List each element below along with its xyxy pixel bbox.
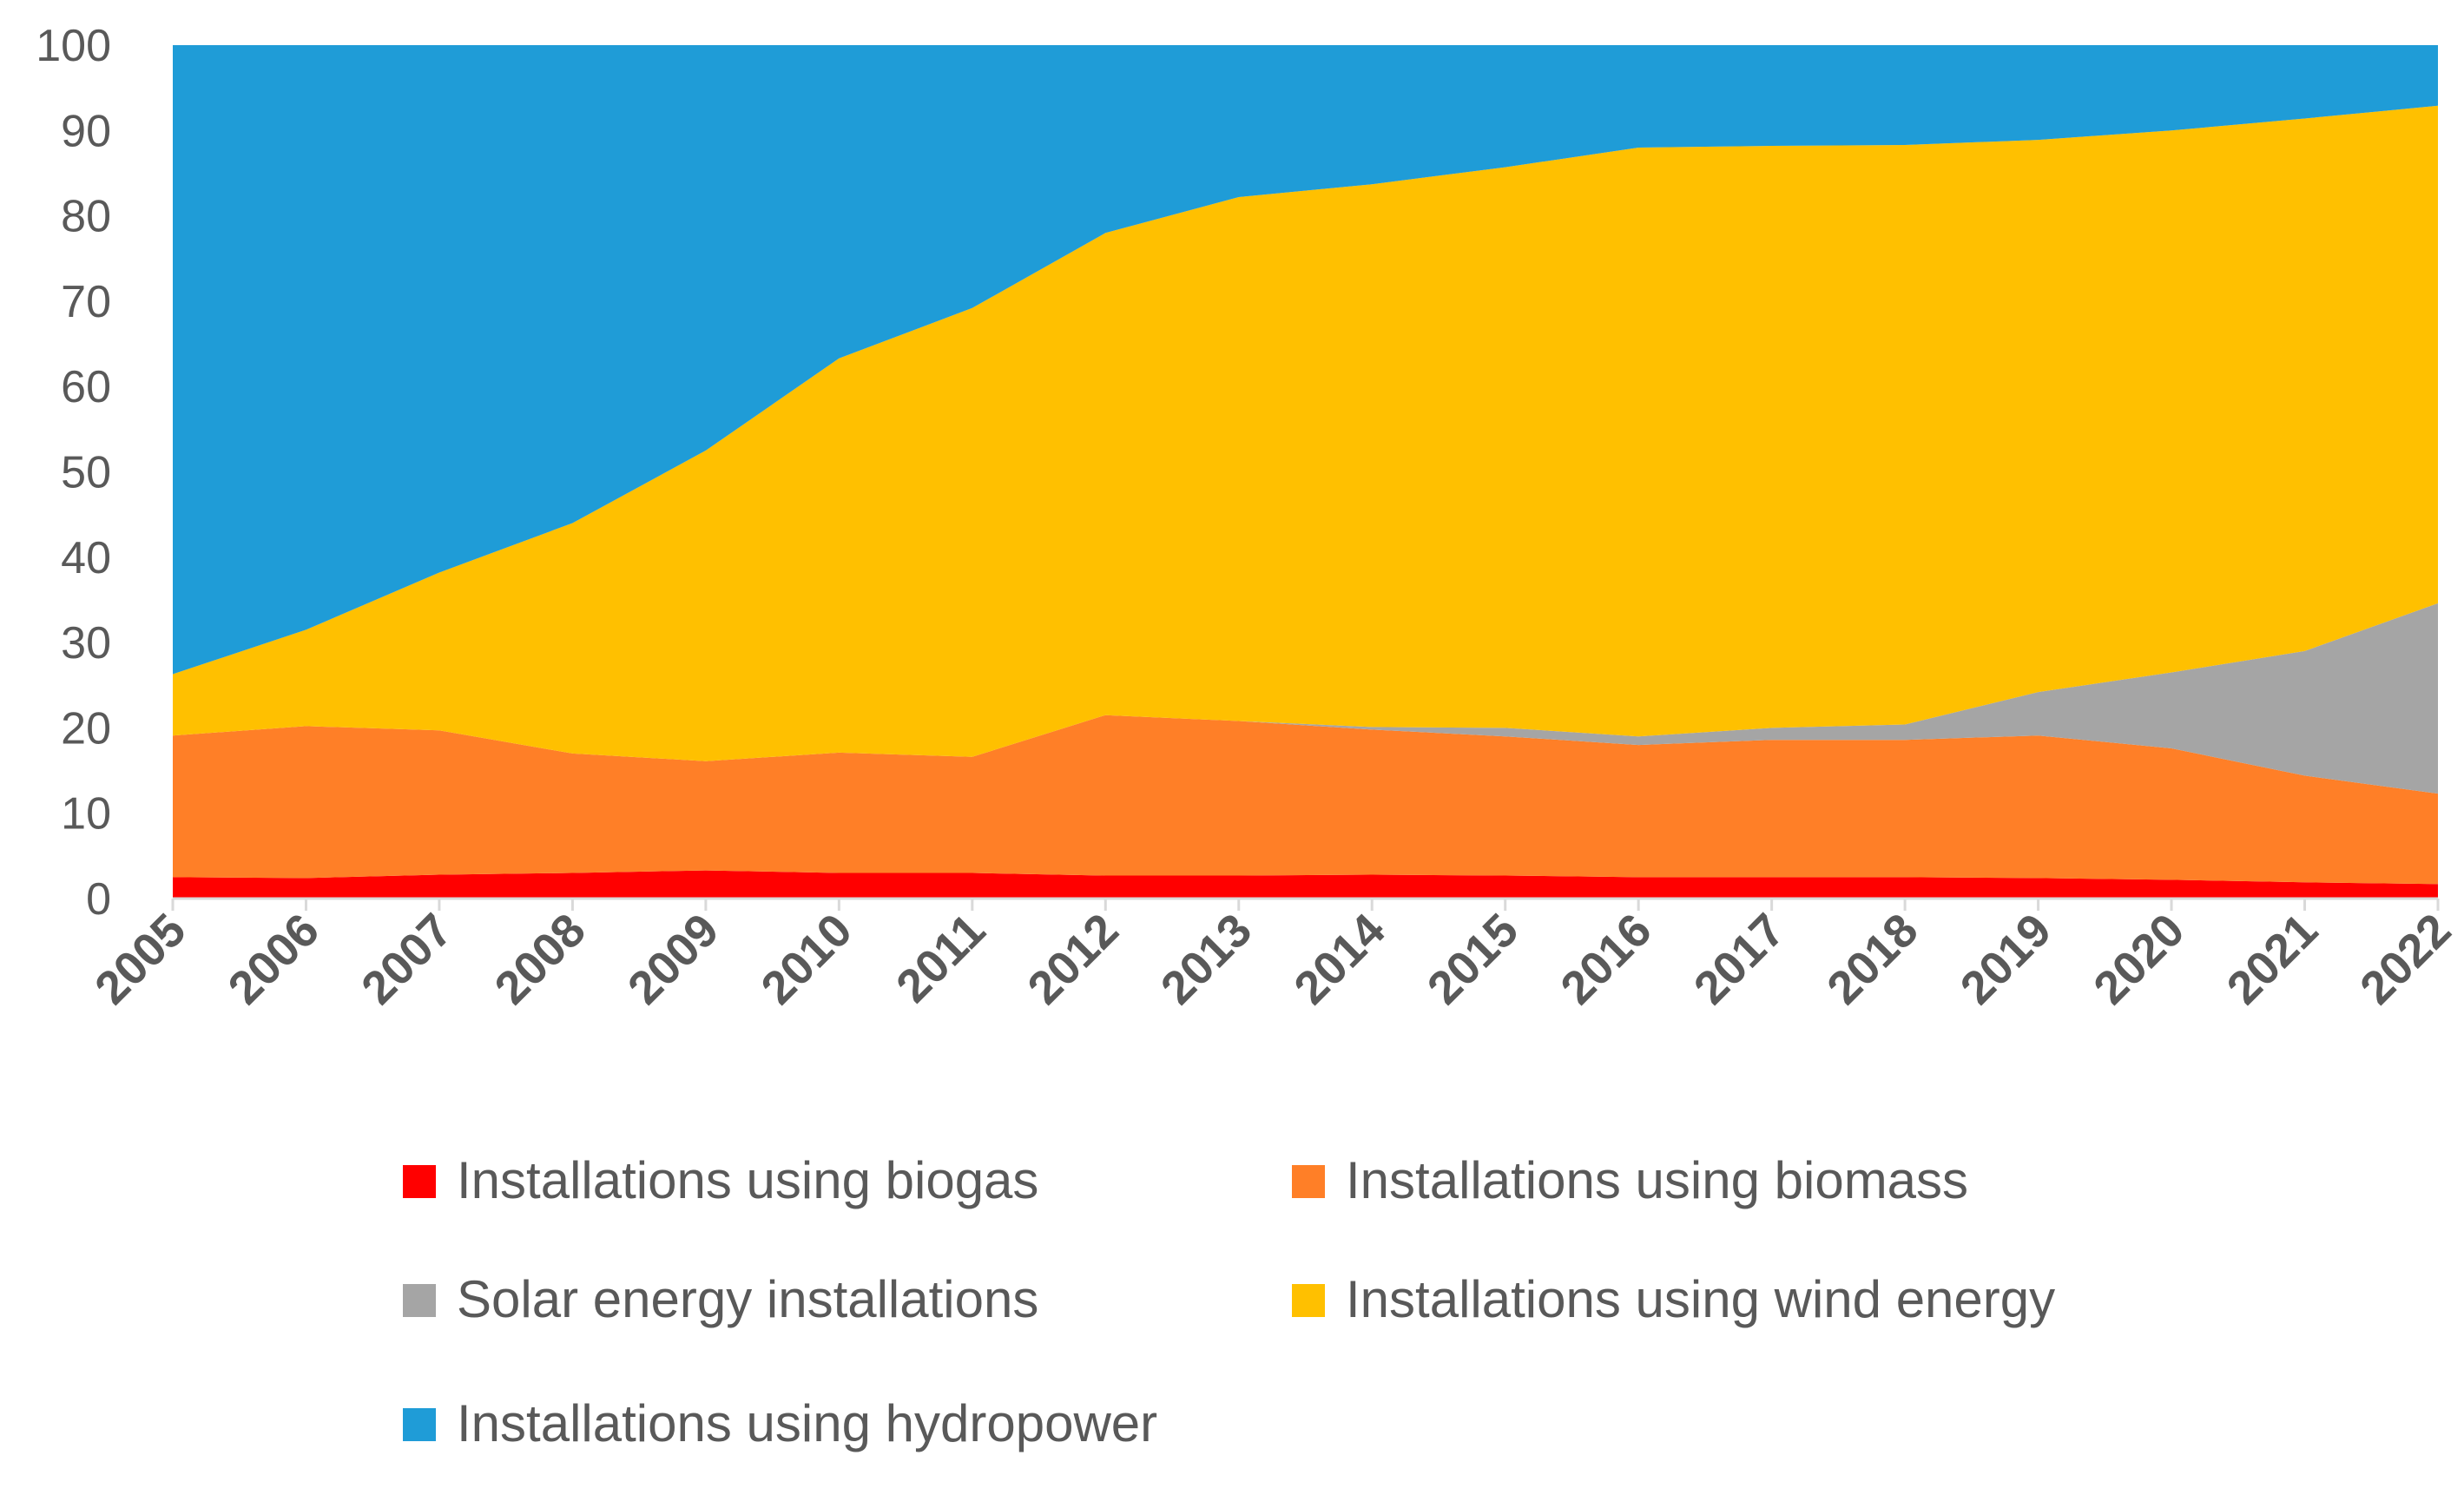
area-installations-using-hydropower: [173, 45, 2438, 675]
area-series-group: [173, 45, 2438, 899]
x-tick-label: 2009: [618, 904, 728, 1014]
legend-label: Installations using biogas: [457, 1151, 1038, 1209]
legend-label: Installations using wind energy: [1346, 1270, 2055, 1328]
x-tick-label: 2017: [1684, 904, 1795, 1014]
x-tick-label: 2008: [485, 904, 596, 1014]
area-installations-using-biomass: [173, 715, 2438, 885]
y-axis: 0 10 20 30 40 50 60 70 80 90 100: [36, 21, 111, 925]
legend-swatch: [1292, 1284, 1325, 1317]
area-installations-using-biogas: [173, 870, 2438, 899]
legend-swatch: [1292, 1165, 1325, 1198]
x-tick-label: 2010: [751, 904, 861, 1014]
y-tick-label: 90: [61, 106, 111, 156]
x-tick-label: 2022: [2350, 904, 2461, 1014]
x-tick-label: 2012: [1018, 904, 1128, 1014]
y-tick-label: 80: [61, 192, 111, 242]
x-tick-label: 2020: [2084, 904, 2194, 1014]
legend-swatch: [403, 1165, 436, 1198]
x-tick-label: 2007: [352, 904, 462, 1014]
y-tick-label: 100: [36, 21, 111, 71]
x-tick-label: 2014: [1284, 904, 1394, 1014]
y-tick-label: 40: [61, 533, 111, 583]
legend-label: Installations using biomass: [1346, 1151, 1968, 1209]
x-tick-label: 2019: [1951, 904, 2061, 1014]
y-tick-label: 70: [61, 277, 111, 327]
x-tick-label: 2018: [1817, 904, 1927, 1014]
y-tick-label: 20: [61, 703, 111, 754]
y-tick-label: 30: [61, 618, 111, 668]
area-installations-using-wind-energy: [173, 105, 2438, 761]
y-tick-label: 60: [61, 362, 111, 412]
y-tick-label: 10: [61, 789, 111, 840]
legend-swatch: [403, 1408, 436, 1441]
legend-label: Solar energy installations: [457, 1270, 1038, 1328]
x-tick-label: 2021: [2217, 904, 2328, 1014]
legend-swatch: [403, 1284, 436, 1317]
x-tick-label: 2016: [1551, 904, 1661, 1014]
x-tick-label: 2006: [219, 904, 329, 1014]
x-axis: 2005 2006 2007 2008 2009 2010 2011 2012 2013 2014…: [85, 897, 2461, 1014]
x-tick-label: 2013: [1151, 904, 1262, 1014]
y-tick-label: 50: [61, 448, 111, 498]
x-tick-label: 2015: [1418, 904, 1528, 1014]
y-tick-label: 0: [86, 874, 111, 925]
x-tick-label: 2011: [886, 904, 995, 1012]
legend: Installations using biogas Installations …: [403, 1151, 2055, 1452]
legend-label: Installations using hydropower: [457, 1394, 1157, 1452]
